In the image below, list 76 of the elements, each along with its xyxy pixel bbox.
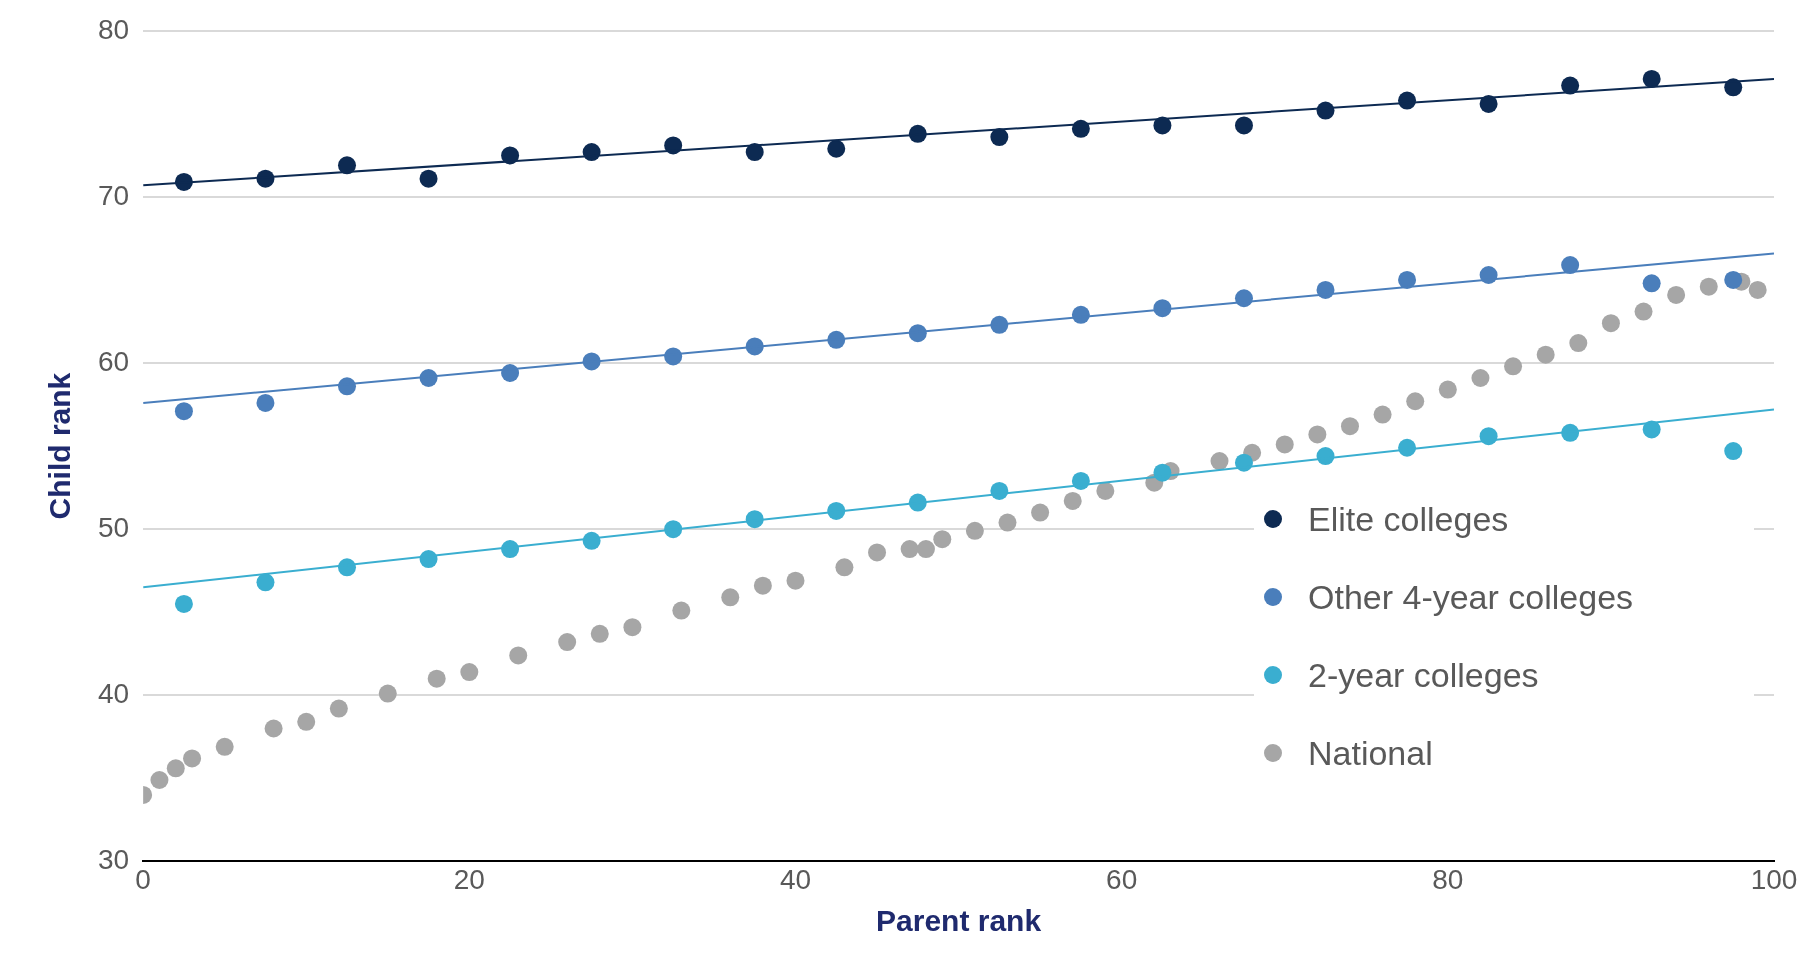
point <box>998 513 1017 532</box>
point <box>419 169 438 188</box>
point <box>264 719 283 738</box>
point <box>558 633 577 652</box>
point <box>1724 442 1743 461</box>
point <box>256 393 275 412</box>
point <box>721 588 740 607</box>
point <box>297 712 316 731</box>
x-tick-label: 0 <box>135 863 151 895</box>
point <box>174 594 193 613</box>
point <box>835 558 854 577</box>
point <box>1438 380 1457 399</box>
point <box>1634 302 1653 321</box>
point <box>1699 277 1718 296</box>
point <box>900 540 919 559</box>
point <box>1031 503 1050 522</box>
point <box>1642 69 1661 88</box>
point <box>672 601 691 620</box>
point <box>590 624 609 643</box>
point <box>215 737 234 756</box>
point <box>868 543 887 562</box>
point <box>1063 491 1082 510</box>
point <box>1642 274 1661 293</box>
x-tick-label: 80 <box>1432 863 1464 895</box>
point <box>427 669 446 688</box>
point <box>1601 314 1620 333</box>
y-axis-title: Child rank <box>43 372 77 520</box>
y-tick-label: 70 <box>97 179 130 211</box>
point <box>965 521 984 540</box>
legend-label: Elite colleges <box>1308 499 1509 539</box>
point <box>623 618 642 637</box>
point <box>990 128 1009 147</box>
point <box>1569 334 1588 353</box>
point <box>1667 285 1686 304</box>
x-axis-title: Parent rank <box>876 904 1042 938</box>
point <box>1308 425 1327 444</box>
point <box>1340 417 1359 436</box>
point <box>174 402 193 421</box>
point <box>460 663 479 682</box>
y-tick-label: 30 <box>97 844 130 876</box>
point <box>509 646 528 665</box>
point <box>1471 368 1490 387</box>
point <box>1561 256 1580 275</box>
x-tick-label: 40 <box>779 863 812 895</box>
point <box>1536 345 1555 364</box>
point <box>329 699 348 718</box>
legend-label: National <box>1308 733 1433 773</box>
point <box>256 573 275 592</box>
point <box>1748 280 1767 299</box>
point <box>378 684 397 703</box>
point <box>1398 270 1417 289</box>
point <box>916 540 935 559</box>
y-tick-label: 40 <box>97 678 130 709</box>
legend-label: 2-year colleges <box>1308 655 1539 695</box>
point <box>753 576 772 595</box>
point <box>1234 116 1253 135</box>
x-tick-label: 100 <box>1750 863 1798 895</box>
point <box>933 530 952 549</box>
x-tick-label: 20 <box>453 863 485 895</box>
y-tick-label: 80 <box>97 13 130 45</box>
y-tick-label: 50 <box>97 511 130 543</box>
y-tick-label: 60 <box>97 345 130 377</box>
point <box>183 749 202 768</box>
point <box>1406 392 1425 411</box>
point <box>1724 270 1743 289</box>
x-tick-label: 60 <box>1106 863 1138 895</box>
point <box>1275 435 1294 454</box>
point <box>786 571 805 590</box>
point <box>150 771 169 789</box>
point <box>827 139 846 158</box>
point <box>1096 481 1115 500</box>
point <box>166 759 185 778</box>
legend-label: Other 4-year colleges <box>1308 577 1634 617</box>
point <box>1373 405 1392 424</box>
point <box>1210 452 1229 471</box>
point <box>1504 357 1523 376</box>
